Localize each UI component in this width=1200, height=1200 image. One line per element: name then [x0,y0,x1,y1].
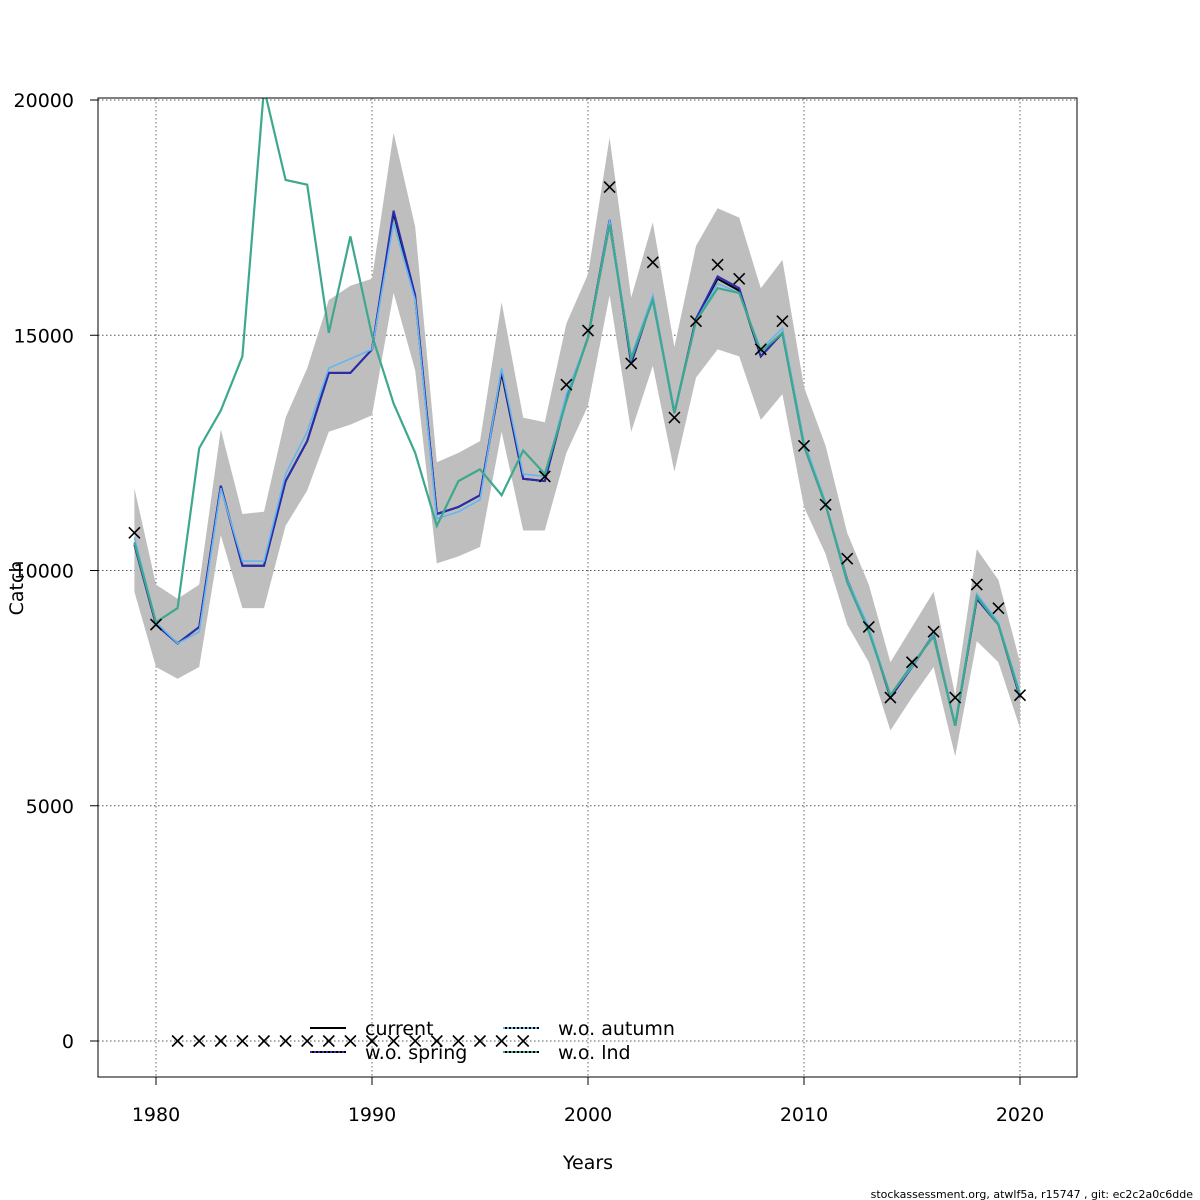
observed-point [905,656,919,669]
x-tick-label: 1990 [348,1104,396,1126]
y-tick-label: 20000 [14,90,74,112]
observed-points [128,180,1027,1048]
observed-point [301,1034,314,1048]
observed-point [927,625,940,638]
y-tick-label: 0 [62,1031,74,1053]
observed-point [625,357,638,370]
y-tick-label: 10000 [14,561,74,583]
series-line-w-o-autumn [133,219,1021,724]
confidence-band [134,132,1020,757]
series-line-w-o-spring [133,210,1021,727]
legend-label: w.o. autumn [558,1018,675,1040]
series-lines [133,98,1022,727]
observed-point [257,1034,271,1048]
observed-point [171,1034,184,1048]
observed-point [603,180,616,194]
observed-point [819,498,832,511]
observed-point [279,1034,292,1048]
observed-point [797,439,811,452]
observed-point [430,1034,443,1048]
observed-point [193,1034,206,1048]
observed-point [1013,689,1027,702]
x-tick-label: 1980 [132,1104,180,1126]
observed-point [754,343,767,356]
observed-point [733,272,746,285]
x-axis: 1980 1990 2000 2010 2020 [132,1077,1044,1126]
observed-point [668,411,681,424]
x-tick-label: 2010 [780,1104,828,1126]
footer-credit: stockassessment.org, atwlf5a, r15747 , g… [871,1188,1194,1200]
observed-point [128,526,141,539]
observed-point [387,1034,400,1048]
observed-point [149,618,163,631]
observed-point [452,1034,465,1048]
series-line-current [133,212,1021,727]
observed-point [538,470,551,483]
y-axis: 0 5000 10000 15000 20000 [14,90,98,1053]
observed-point [214,1034,227,1048]
observed-point [689,315,703,328]
observed-point [841,552,854,565]
y-axis-title: Catch [6,561,28,616]
observed-point [365,1034,379,1048]
observed-point [236,1034,249,1048]
observed-point [344,1034,357,1048]
observed-point [711,258,724,271]
y-tick-label: 5000 [26,796,74,818]
x-axis-title: Years [562,1152,613,1174]
confidence-band-area [134,132,1020,757]
observed-point [322,1034,335,1048]
x-tick-label: 2000 [564,1104,612,1126]
observed-point [646,256,659,269]
x-tick-label: 2020 [996,1104,1044,1126]
observed-point [949,691,962,704]
legend-label: w.o. lnd [558,1042,631,1064]
legend-label: current [365,1018,434,1040]
legend-label: w.o. spring [365,1042,467,1064]
observed-point [473,1034,487,1048]
observed-point [495,1034,508,1048]
observed-point [884,691,897,704]
observed-point [970,578,983,591]
observed-point [409,1034,422,1048]
series-line-w-o-lnd [133,98,1022,727]
observed-point [776,315,789,328]
observed-point [581,324,595,337]
observed-point [862,620,875,634]
observed-point [517,1034,530,1048]
observed-point [560,378,573,391]
y-tick-label: 15000 [14,325,74,347]
observed-point [992,602,1005,615]
